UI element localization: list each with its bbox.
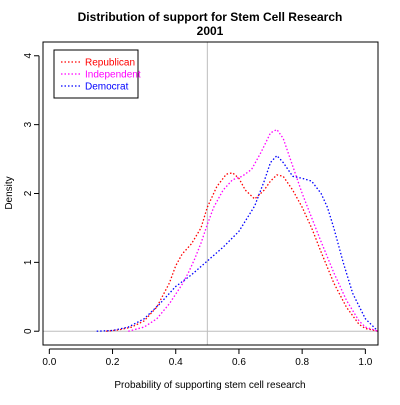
legend-label-democrat: Democrat <box>85 82 129 93</box>
x-tick-label: 0.2 <box>106 357 120 368</box>
y-tick-label: 0 <box>23 328 34 334</box>
x-tick-label: 0.6 <box>232 357 246 368</box>
x-tick-label: 0.0 <box>42 357 56 368</box>
x-tick-label: 1.0 <box>358 357 372 368</box>
plot-area: 0.0 0.2 0.4 0.6 0.8 1.0 0 1 2 3 4 <box>23 41 379 368</box>
x-tick-label: 0.4 <box>169 357 183 368</box>
series-line-democrat <box>96 154 378 332</box>
chart-title: Distribution of support for Stem Cell Re… <box>78 10 343 24</box>
y-tick-label: 4 <box>23 53 34 59</box>
legend-label-republican: Republican <box>85 58 135 69</box>
y-tick-label: 2 <box>23 190 34 196</box>
series-line-independent <box>128 128 378 332</box>
series-line-republican <box>106 172 378 332</box>
x-tick-label: 0.8 <box>295 357 309 368</box>
y-tick-label: 3 <box>23 121 34 127</box>
plot-border <box>42 41 379 346</box>
chart-subtitle: 2001 <box>197 24 224 38</box>
x-axis-label: Probability of supporting stem cell rese… <box>114 380 305 391</box>
y-tick-label: 1 <box>23 259 34 265</box>
legend-label-independent: Independent <box>85 70 141 81</box>
y-axis-label: Density <box>4 176 15 209</box>
